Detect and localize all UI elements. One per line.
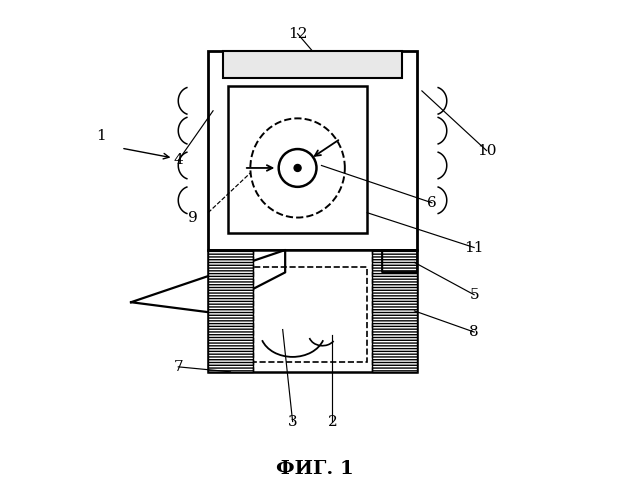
Text: 12: 12 — [288, 26, 307, 40]
Bar — [372, 250, 417, 372]
Text: 3: 3 — [288, 414, 297, 428]
Bar — [228, 86, 367, 233]
Text: 2: 2 — [328, 414, 337, 428]
Text: 11: 11 — [464, 240, 484, 254]
Text: 8: 8 — [469, 325, 479, 339]
Bar — [208, 250, 417, 372]
Text: ФИГ. 1: ФИГ. 1 — [276, 460, 354, 478]
Text: 4: 4 — [173, 154, 183, 168]
Bar — [233, 268, 367, 362]
Circle shape — [294, 164, 301, 172]
Polygon shape — [131, 250, 285, 312]
Bar — [208, 51, 417, 250]
Bar — [382, 250, 417, 272]
Text: 10: 10 — [477, 144, 496, 158]
Bar — [208, 250, 253, 372]
Text: 9: 9 — [188, 210, 198, 224]
Bar — [223, 51, 402, 78]
Text: 7: 7 — [173, 360, 183, 374]
Text: 1: 1 — [96, 128, 106, 142]
Text: 6: 6 — [427, 196, 437, 210]
Text: 5: 5 — [469, 288, 479, 302]
